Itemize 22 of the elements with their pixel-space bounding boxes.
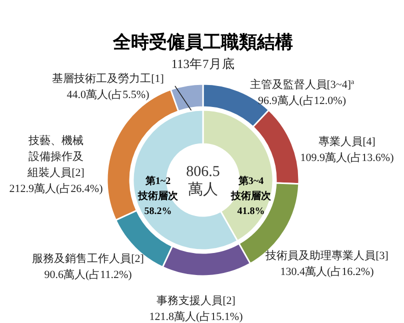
data-label: 96.9萬人(占12.0%) — [258, 94, 346, 107]
slice-label: 專業人員[4] — [318, 135, 376, 148]
data-label: 130.4萬人(占16.2%) — [280, 265, 374, 278]
data-label: 58.2% — [144, 206, 172, 217]
data-label: 212.9萬人(占26.4%) — [9, 182, 104, 195]
slice-label: 技術員及助理專業人員[3] — [264, 249, 388, 262]
slice-label: 技藝、機械設備操作及組裝人員[2] — [26, 134, 84, 179]
text: 萬人 — [188, 181, 218, 198]
chart-subtitle: 113年7月底 — [171, 57, 235, 71]
data-label: 44.0萬人(占5.5%) — [66, 88, 150, 101]
data-label: 41.8% — [237, 206, 265, 217]
text: 806.5 — [186, 164, 220, 180]
data-label: 109.9萬人(占13.6%) — [300, 151, 394, 164]
slice-label: 基層技術工及勞力工[1] — [52, 72, 164, 85]
slice-label: 第3~4技術層次 — [230, 175, 272, 202]
slice-label: 主管及監督人員[3~4]$^{a}$ — [250, 78, 356, 91]
slice-label: 事務支援人員[2] — [156, 294, 236, 307]
slice-label: 服務及銷售工作人員[2] — [32, 253, 144, 265]
chart-title: 全時受僱員工職類結構 — [112, 32, 293, 52]
slice-label: 第1~2技術層次 — [137, 175, 179, 202]
data-label: 90.6萬人(占11.2%) — [44, 268, 132, 281]
data-label: 121.8萬人(占15.1%) — [149, 310, 244, 323]
